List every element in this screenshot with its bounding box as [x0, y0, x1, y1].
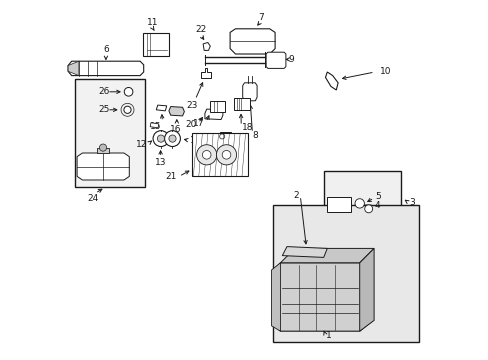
Text: 18: 18: [241, 123, 253, 132]
Text: 19: 19: [197, 136, 208, 145]
Text: 9: 9: [288, 55, 294, 64]
Text: 21: 21: [165, 172, 177, 181]
Text: 1: 1: [325, 331, 330, 340]
Circle shape: [354, 199, 364, 208]
Polygon shape: [273, 263, 370, 331]
Polygon shape: [204, 109, 223, 120]
Polygon shape: [230, 29, 275, 54]
Polygon shape: [156, 105, 166, 111]
Polygon shape: [68, 61, 143, 76]
Circle shape: [216, 145, 236, 165]
Polygon shape: [271, 263, 280, 331]
Text: 16: 16: [170, 125, 182, 134]
Circle shape: [123, 106, 131, 113]
Bar: [210, 101, 224, 112]
Polygon shape: [203, 42, 210, 50]
Text: 7: 7: [257, 13, 263, 22]
Bar: [142, 33, 168, 56]
Polygon shape: [359, 248, 373, 331]
Text: 20: 20: [185, 120, 197, 129]
Polygon shape: [68, 61, 79, 76]
Text: 10: 10: [379, 68, 390, 77]
Circle shape: [202, 150, 211, 159]
Circle shape: [99, 144, 106, 151]
Circle shape: [124, 87, 133, 96]
Text: 22: 22: [195, 25, 206, 34]
Polygon shape: [325, 72, 337, 90]
Polygon shape: [280, 248, 373, 263]
Polygon shape: [242, 83, 257, 101]
Text: 5: 5: [374, 192, 380, 201]
Bar: [273, 205, 418, 342]
Circle shape: [196, 145, 216, 165]
Text: 23: 23: [185, 101, 197, 110]
Text: 12: 12: [136, 140, 147, 149]
Text: 15: 15: [149, 122, 161, 131]
Text: 8: 8: [252, 130, 258, 139]
Polygon shape: [150, 123, 159, 128]
Text: 14: 14: [189, 136, 201, 145]
Bar: [192, 133, 247, 176]
Text: 6: 6: [103, 45, 108, 54]
Circle shape: [168, 135, 176, 142]
Text: 24: 24: [87, 194, 99, 203]
Text: 2: 2: [293, 191, 299, 199]
Text: 13: 13: [154, 158, 165, 167]
Polygon shape: [168, 107, 184, 116]
Bar: [75, 79, 145, 187]
Polygon shape: [282, 247, 326, 257]
Polygon shape: [97, 148, 109, 153]
Circle shape: [222, 150, 230, 159]
Text: 26: 26: [99, 87, 110, 96]
Bar: [234, 98, 249, 110]
Text: 25: 25: [99, 105, 110, 114]
Polygon shape: [77, 153, 129, 180]
Bar: [323, 171, 400, 218]
Circle shape: [164, 131, 180, 147]
Circle shape: [364, 205, 372, 213]
Circle shape: [153, 131, 168, 147]
Polygon shape: [265, 52, 285, 68]
Circle shape: [157, 135, 164, 142]
Text: 11: 11: [147, 18, 158, 27]
Text: 17: 17: [192, 118, 204, 127]
Bar: [326, 197, 350, 212]
Text: 3: 3: [408, 198, 414, 207]
Text: 4: 4: [374, 201, 380, 210]
Bar: [220, 132, 230, 140]
Polygon shape: [201, 68, 210, 78]
